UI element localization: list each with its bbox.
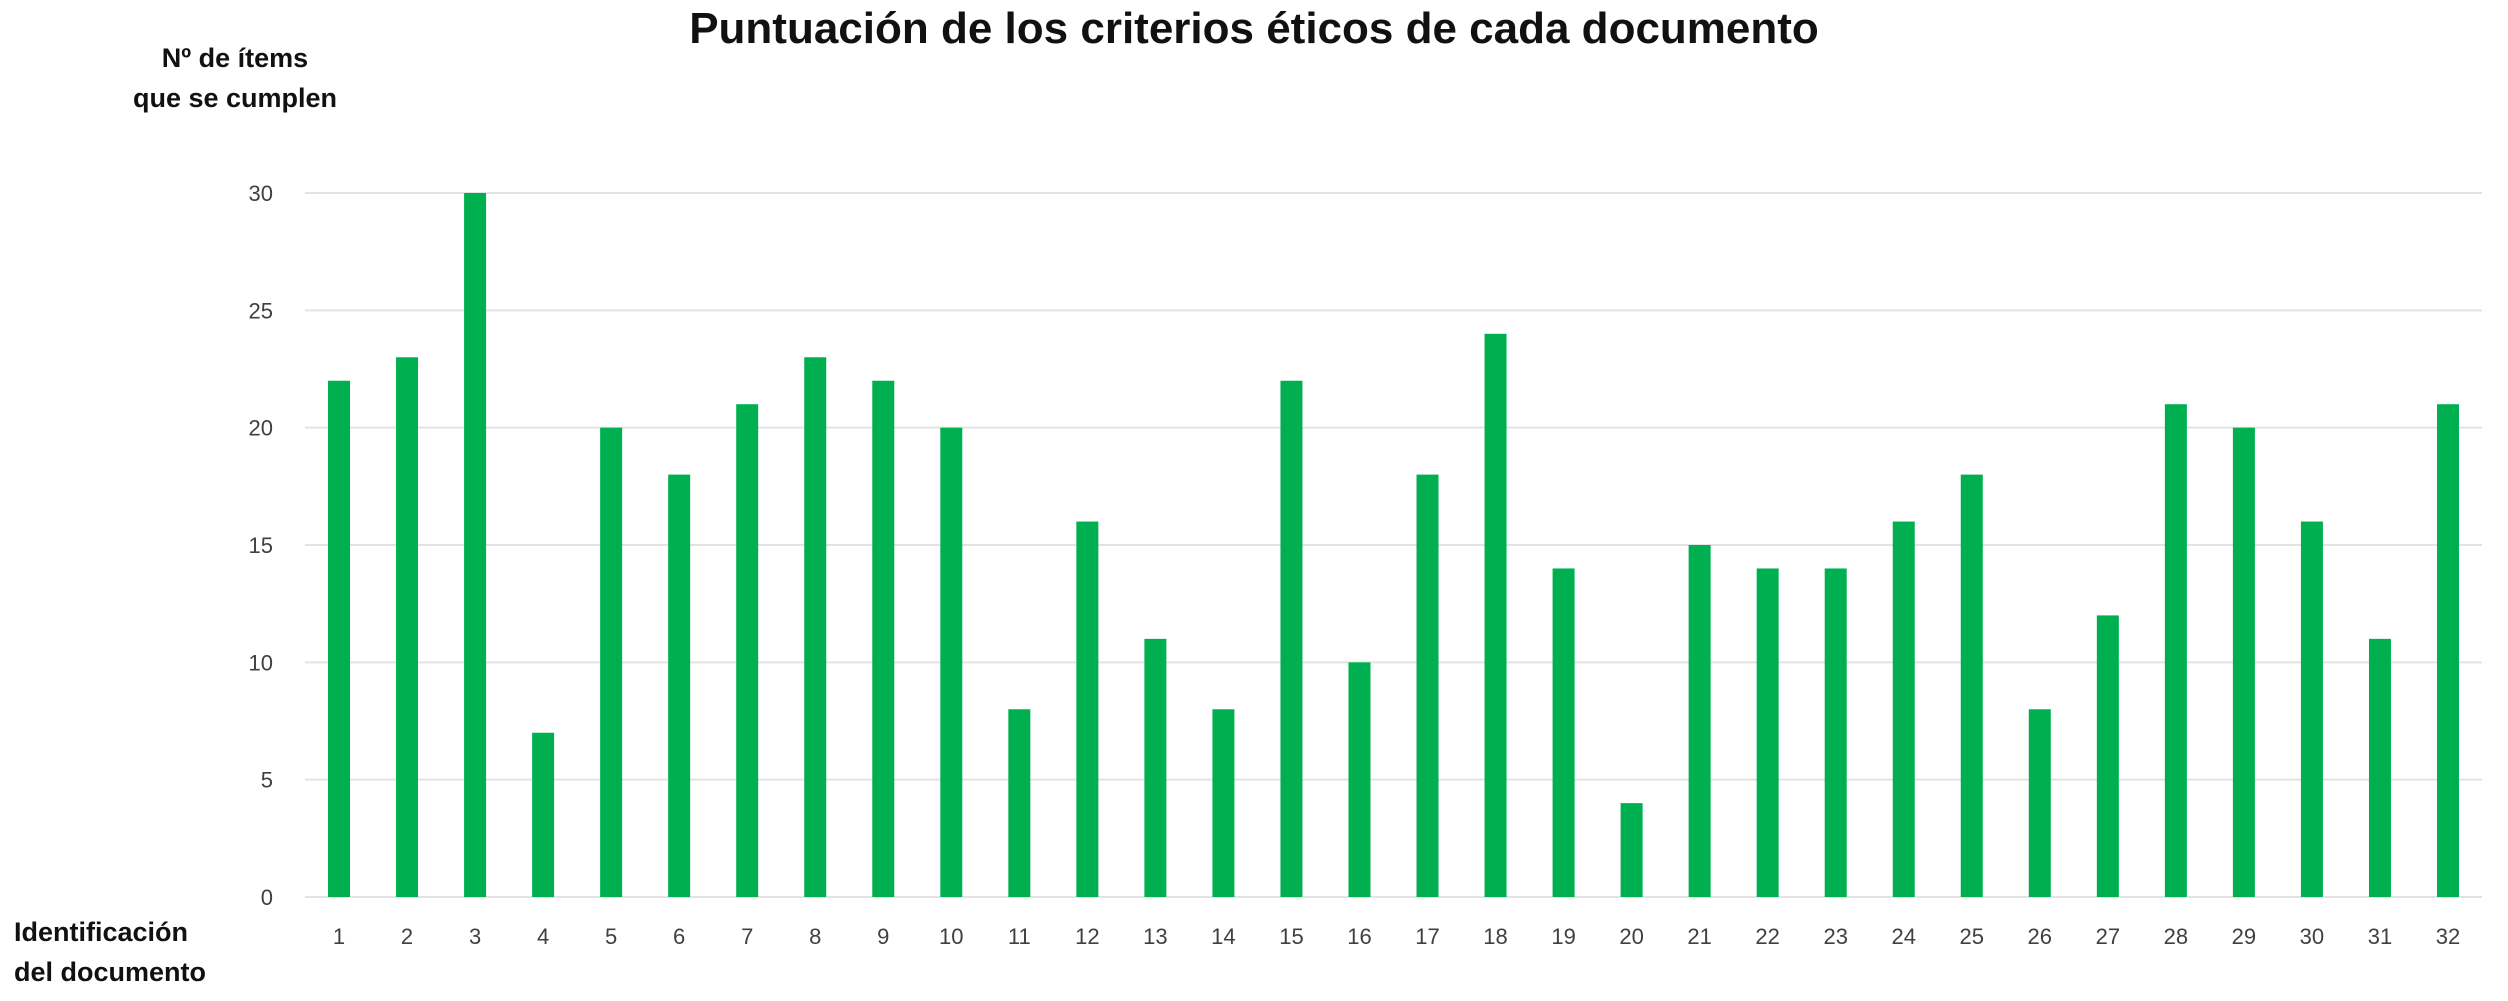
x-tick-label: 12 — [1075, 924, 1099, 949]
x-tick-label: 25 — [1960, 924, 1984, 949]
gridlines — [305, 192, 2482, 898]
x-axis-label-line-1: Identificación — [14, 917, 189, 947]
bar-30 — [2300, 521, 2323, 897]
x-tick-label: 4 — [537, 924, 549, 949]
y-tick-label: 15 — [249, 533, 273, 558]
x-tick-label: 9 — [877, 924, 889, 949]
x-tick-label: 5 — [605, 924, 617, 949]
bar-4 — [532, 732, 555, 897]
bar-8 — [804, 357, 827, 897]
bar-23 — [1824, 568, 1847, 897]
x-tick-label: 30 — [2300, 924, 2324, 949]
x-tick-label: 17 — [1415, 924, 1439, 949]
y-tick-label: 5 — [261, 768, 273, 793]
x-axis-label-line-2: del documento — [14, 957, 207, 987]
bar-5 — [600, 427, 623, 897]
x-tick-label: 10 — [939, 924, 963, 949]
bar-22 — [1756, 568, 1779, 897]
bar-7 — [736, 404, 759, 897]
x-tick-label: 11 — [1008, 924, 1031, 949]
y-axis-label-line-2: que se cumplen — [132, 83, 338, 113]
y-axis-label: Nº de ítems que se cumplen — [110, 38, 360, 118]
x-tick-label: 6 — [673, 924, 685, 949]
y-axis-ticks: 0 5 10 15 20 25 30 — [249, 181, 273, 910]
bar-21 — [1688, 545, 1711, 897]
x-axis-label: Identificación del documento — [14, 912, 244, 992]
x-tick-label: 8 — [809, 924, 821, 949]
bar-11 — [1008, 709, 1031, 897]
x-tick-label: 31 — [2368, 924, 2392, 949]
bar-28 — [2164, 404, 2187, 897]
bar-15 — [1280, 380, 1303, 897]
x-tick-label: 15 — [1279, 924, 1303, 949]
bar-31 — [2368, 638, 2391, 897]
x-tick-label: 24 — [1891, 924, 1915, 949]
x-tick-label: 28 — [2164, 924, 2188, 949]
y-tick-label: 30 — [249, 181, 273, 206]
x-tick-label: 27 — [2096, 924, 2120, 949]
x-tick-label: 14 — [1211, 924, 1235, 949]
x-tick-label: 16 — [1347, 924, 1371, 949]
x-tick-label: 1 — [333, 924, 345, 949]
bar-12 — [1076, 521, 1099, 897]
y-tick-label: 25 — [249, 298, 273, 323]
x-tick-label: 19 — [1551, 924, 1575, 949]
bar-25 — [1960, 474, 1983, 897]
bar-24 — [1892, 521, 1915, 897]
bar-19 — [1552, 568, 1575, 897]
bar-29 — [2232, 427, 2255, 897]
bar-3 — [464, 193, 487, 897]
bar-13 — [1144, 638, 1167, 897]
x-tick-label: 29 — [2232, 924, 2256, 949]
x-tick-label: 21 — [1687, 924, 1711, 949]
x-tick-label: 3 — [469, 924, 481, 949]
x-tick-label: 18 — [1483, 924, 1507, 949]
bar-16 — [1348, 662, 1371, 897]
bar-14 — [1212, 709, 1235, 897]
bar-18 — [1484, 333, 1507, 897]
bar-1 — [328, 380, 351, 897]
bar-32 — [2436, 404, 2459, 897]
y-axis-label-line-1: Nº de ítems — [161, 43, 309, 73]
x-tick-label: 26 — [2028, 924, 2052, 949]
bar-27 — [2096, 615, 2119, 897]
bars — [328, 193, 2459, 897]
y-tick-label: 10 — [249, 650, 273, 675]
bar-6 — [668, 474, 691, 897]
x-tick-label: 32 — [2436, 924, 2460, 949]
x-axis-ticks: 1 2 3 4 5 6 7 8 9 10 11 12 13 14 15 16 17 18 19 20 21 22 23 24 2… — [333, 924, 2460, 949]
x-tick-label: 20 — [1619, 924, 1643, 949]
y-tick-label: 20 — [249, 416, 273, 441]
x-tick-label: 2 — [401, 924, 413, 949]
bar-26 — [2028, 709, 2051, 897]
bar-2 — [396, 357, 419, 897]
bar-10 — [940, 427, 963, 897]
y-tick-label: 0 — [261, 885, 273, 910]
bar-17 — [1416, 474, 1439, 897]
chart-title: Puntuación de los criterios éticos de ca… — [689, 4, 1819, 53]
x-tick-label: 7 — [741, 924, 753, 949]
x-tick-label: 22 — [1755, 924, 1779, 949]
bar-20 — [1620, 803, 1643, 897]
bar-9 — [872, 380, 895, 897]
x-tick-label: 13 — [1143, 924, 1167, 949]
x-tick-label: 23 — [1823, 924, 1847, 949]
